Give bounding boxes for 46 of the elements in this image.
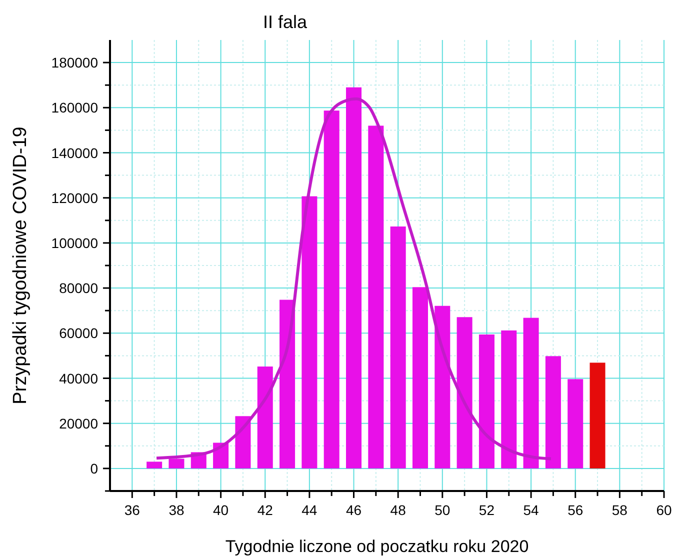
y-tick-label: 180000 bbox=[51, 54, 98, 71]
y-tick-label: 60000 bbox=[59, 325, 98, 342]
x-axis-title: Tygodnie liczone od poczatku roku 2020 bbox=[225, 537, 529, 556]
x-tick-label: 60 bbox=[656, 502, 672, 518]
bar bbox=[346, 87, 362, 468]
x-tick-label: 58 bbox=[612, 502, 628, 518]
x-tick-label: 56 bbox=[568, 502, 584, 518]
line-series bbox=[155, 97, 552, 460]
bar bbox=[478, 334, 494, 468]
y-tick-label: 40000 bbox=[59, 370, 98, 386]
y-tick-label: 80000 bbox=[59, 280, 98, 296]
bar bbox=[302, 196, 318, 468]
y-axis-title: Przypadki tygodniowe COVID-19 bbox=[10, 126, 31, 404]
y-tick-label: 100000 bbox=[51, 234, 98, 251]
bar bbox=[146, 462, 162, 468]
y-tick-label: 140000 bbox=[51, 144, 98, 161]
bar bbox=[523, 318, 539, 468]
y-tick-label: 0 bbox=[90, 460, 98, 476]
x-tick-label: 46 bbox=[346, 502, 362, 518]
bar bbox=[456, 317, 472, 468]
y-tick-label: 160000 bbox=[51, 100, 98, 116]
bar bbox=[257, 366, 273, 468]
bar bbox=[412, 287, 428, 468]
x-tick-label: 54 bbox=[523, 502, 540, 518]
x-tick-label: 50 bbox=[434, 502, 450, 518]
x-tick-label: 44 bbox=[302, 502, 318, 518]
bar bbox=[434, 306, 450, 468]
bar bbox=[280, 300, 296, 468]
chart-title: II fala bbox=[262, 12, 308, 32]
x-tick-label: 42 bbox=[257, 502, 274, 518]
bar bbox=[568, 379, 584, 468]
x-tick-label: 40 bbox=[213, 502, 229, 518]
bar bbox=[235, 416, 251, 468]
bar bbox=[168, 458, 184, 468]
x-tick-label: 52 bbox=[478, 502, 495, 518]
x-tick-label: 38 bbox=[168, 502, 184, 518]
bar bbox=[501, 330, 517, 468]
bar bbox=[368, 126, 384, 468]
bar bbox=[390, 226, 406, 468]
x-tick-label: 36 bbox=[124, 502, 140, 518]
bar bbox=[590, 362, 606, 468]
bar bbox=[324, 110, 340, 468]
y-tick-label: 20000 bbox=[59, 415, 98, 432]
y-tick-label: 120000 bbox=[51, 190, 98, 206]
bar bbox=[545, 356, 561, 468]
x-tick-label: 48 bbox=[390, 502, 406, 518]
